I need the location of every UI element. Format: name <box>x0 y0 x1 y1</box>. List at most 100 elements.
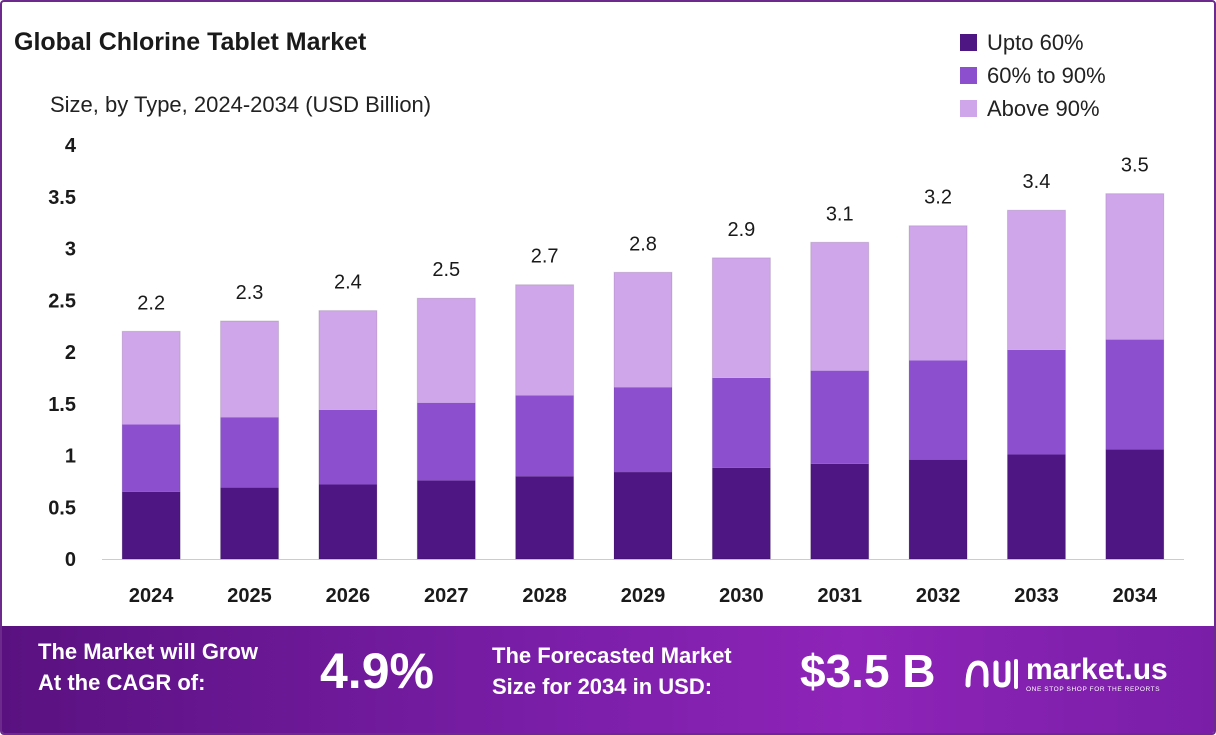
bar-segment-60-to-90 <box>220 417 279 488</box>
bar-segment-above-90 <box>220 320 279 418</box>
forecast-label: The Forecasted Market Size for 2034 in U… <box>492 640 732 702</box>
bar-segment-60-to-90 <box>712 377 771 468</box>
cagr-label-line1: The Market will Grow <box>38 639 259 664</box>
bar-segment-upto-60 <box>1007 454 1066 559</box>
bar-segment-60-to-90 <box>417 402 476 481</box>
bar-segment-60-to-90 <box>1105 339 1164 450</box>
bar-segment-upto-60 <box>220 487 279 559</box>
y-tick-label: 4 <box>65 135 77 157</box>
bar-segment-above-90 <box>417 298 476 403</box>
y-tick-label: 2.5 <box>48 290 76 312</box>
bar-segment-60-to-90 <box>122 424 181 492</box>
bar-segment-upto-60 <box>318 484 377 559</box>
bar-segment-above-90 <box>122 331 181 425</box>
brand-tagline: ONE STOP SHOP FOR THE REPORTS <box>1026 686 1161 693</box>
y-tick-label: 3.5 <box>48 187 76 209</box>
legend-item-upto-60: Upto 60% <box>960 26 1106 59</box>
bar-total-label: 3.5 <box>1121 155 1149 177</box>
bar-segment-60-to-90 <box>614 387 672 473</box>
x-tick-label: 2034 <box>1113 585 1158 607</box>
bar-segment-upto-60 <box>614 472 672 559</box>
bar-segment-above-90 <box>1007 210 1066 350</box>
bar-total-label: 2.2 <box>137 292 165 314</box>
y-tick-label: 1.5 <box>48 394 76 416</box>
bar-total-label: 3.2 <box>924 187 952 209</box>
bar-segment-60-to-90 <box>515 395 574 477</box>
x-tick-label: 2030 <box>719 585 764 607</box>
x-tick-label: 2027 <box>424 585 469 607</box>
footer-banner: The Market will Grow At the CAGR of: 4.9… <box>2 626 1214 733</box>
chart-subtitle: Size, by Type, 2024-2034 (USD Billion) <box>50 92 432 117</box>
legend: Upto 60% 60% to 90% Above 90% <box>960 26 1106 125</box>
y-tick-label: 3 <box>65 239 76 261</box>
bar-segment-above-90 <box>810 242 869 371</box>
x-tick-label: 2029 <box>621 585 666 607</box>
cagr-label: The Market will Grow At the CAGR of: <box>38 636 258 698</box>
market-us-logo-icon <box>965 658 1018 689</box>
legend-label-upto-60: Upto 60% <box>987 29 1084 55</box>
bar-segment-upto-60 <box>417 480 476 559</box>
legend-label-60-to-90: 60% to 90% <box>987 62 1106 88</box>
bar-segment-60-to-90 <box>318 409 377 485</box>
cagr-label-line2: At the CAGR of: <box>38 670 206 695</box>
forecast-label-line1: The Forecasted Market <box>492 643 732 668</box>
bar-outline <box>121 330 181 560</box>
x-tick-label: 2033 <box>1014 585 1059 607</box>
bar-segment-above-90 <box>614 272 672 388</box>
bar-total-label: 2.5 <box>432 259 460 281</box>
forecast-value: $3.5 B <box>800 645 936 697</box>
forecast-label-line2: Size for 2034 in USD: <box>492 674 713 699</box>
x-tick-label: 2031 <box>817 585 862 607</box>
bar-segment-upto-60 <box>1105 449 1164 559</box>
bar-outline <box>220 320 280 560</box>
legend-item-above-90: Above 90% <box>960 92 1106 125</box>
bar-total-label: 2.7 <box>531 246 559 268</box>
bar-outline <box>1105 193 1165 560</box>
legend-swatch-60-to-90 <box>960 67 977 84</box>
y-tick-label: 1 <box>65 446 76 468</box>
bar-total-label: 3.1 <box>826 203 854 225</box>
bar-total-label: 2.3 <box>236 282 264 304</box>
bar-segment-upto-60 <box>712 467 771 559</box>
brand-logo[interactable]: market.us ONE STOP SHOP FOR THE REPORTS <box>964 654 1168 693</box>
chart-title: Global Chlorine Tablet Market <box>14 28 367 56</box>
bar-segment-above-90 <box>1105 193 1164 340</box>
bar-total-label: 2.4 <box>334 272 362 294</box>
bar-segment-upto-60 <box>909 459 968 559</box>
legend-swatch-above-90 <box>960 100 977 117</box>
bar-segment-above-90 <box>318 310 377 410</box>
x-tick-label: 2025 <box>227 585 272 607</box>
bar-outline <box>908 225 968 560</box>
legend-swatch-upto-60 <box>960 34 977 51</box>
bar-segment-above-90 <box>909 225 968 361</box>
x-tick-label: 2026 <box>326 585 371 607</box>
x-tick-label: 2028 <box>522 585 567 607</box>
bar-outline <box>318 310 378 560</box>
bar-outline <box>711 257 771 560</box>
y-tick-label: 0.5 <box>48 497 76 519</box>
bar-segment-upto-60 <box>810 463 869 559</box>
bar-total-label: 2.9 <box>727 219 755 241</box>
bar-outline <box>810 241 870 560</box>
bar-outline <box>613 271 673 560</box>
y-tick-label: 0 <box>65 549 76 571</box>
bar-outline <box>515 284 575 560</box>
brand-name: market.us <box>1026 653 1168 686</box>
bar-outline <box>416 297 476 560</box>
bar-segment-upto-60 <box>515 476 574 559</box>
stacked-bar-chart: 0 0.5 1 1.5 2 2.5 3 3.5 4 2.2 2024 2.3 2025 2.4 2026 2.… <box>48 135 1184 607</box>
bar-outline <box>1006 209 1066 560</box>
bar-total-label: 3.4 <box>1023 171 1051 193</box>
bar-segment-60-to-90 <box>810 370 869 464</box>
bar-segment-60-to-90 <box>909 360 968 460</box>
legend-item-60-to-90: 60% to 90% <box>960 59 1106 92</box>
bar-segment-upto-60 <box>122 491 181 559</box>
x-tick-label: 2024 <box>129 585 174 607</box>
cagr-value: 4.9% <box>320 643 434 699</box>
legend-label-above-90: Above 90% <box>987 95 1100 121</box>
y-tick-label: 2 <box>65 342 76 364</box>
bar-segment-60-to-90 <box>1007 349 1066 455</box>
bar-segment-above-90 <box>515 284 574 396</box>
bar-total-label: 2.8 <box>629 233 657 255</box>
